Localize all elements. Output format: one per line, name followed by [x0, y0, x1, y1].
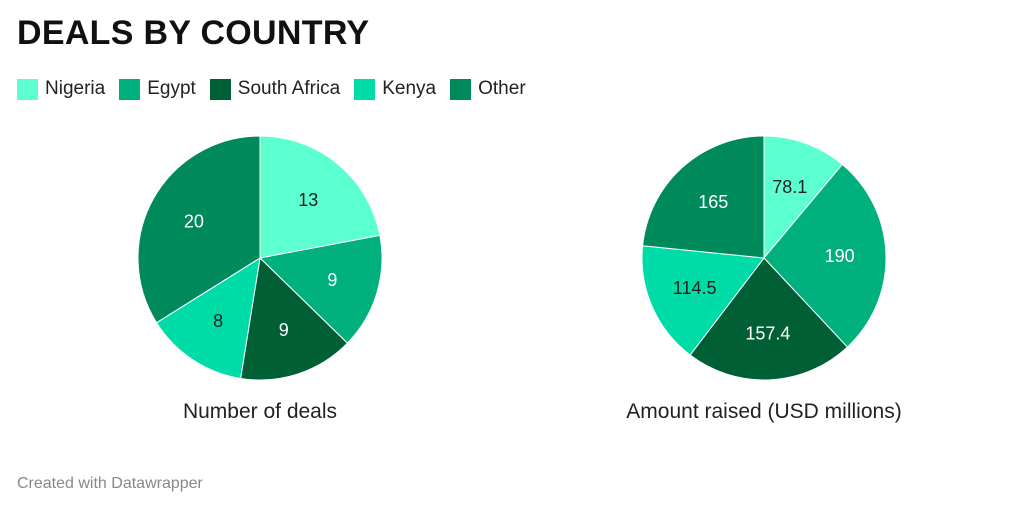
legend-swatch	[17, 78, 38, 100]
pie-slice-other	[137, 135, 261, 324]
chart-title: DEALS BY COUNTRY	[17, 14, 370, 52]
pie-slice-kenya	[641, 245, 765, 356]
legend-item: Egypt	[119, 78, 196, 100]
legend-item: Kenya	[354, 78, 436, 100]
legend-item: Nigeria	[17, 78, 105, 100]
legend-label: Kenya	[382, 78, 437, 99]
legend-label: Nigeria	[45, 78, 106, 99]
legend-item: Other	[450, 78, 526, 100]
pie-slice-egypt	[763, 163, 887, 348]
pie-slice-nigeria	[763, 135, 843, 260]
legend-label: South Africa	[237, 78, 341, 99]
slice-label: 190	[825, 246, 855, 266]
pie-slice-south-africa	[689, 257, 849, 381]
pie-slice-nigeria	[259, 135, 381, 259]
slice-label: 20	[184, 211, 204, 231]
legend-label: Egypt	[147, 78, 196, 99]
legend-label: Other	[478, 78, 526, 99]
legend-swatch	[354, 78, 376, 100]
slice-label: 78.1	[772, 177, 807, 197]
pie-slice-egypt	[258, 234, 383, 344]
legend-swatch	[209, 78, 231, 100]
pie-slice-other	[642, 135, 765, 259]
legend: Nigeria Egypt South Africa Kenya Other	[17, 78, 526, 100]
slice-label: 157.4	[745, 324, 790, 344]
slice-label: 114.5	[673, 278, 717, 298]
pie-slice-south-africa	[240, 256, 349, 381]
legend-swatch	[119, 78, 141, 100]
slice-label: 9	[279, 320, 289, 340]
slice-label: 9	[327, 270, 337, 290]
pie-slice-kenya	[155, 256, 261, 380]
slice-label: 13	[298, 190, 318, 210]
pie-title: Amount raised (USD millions)	[626, 400, 901, 423]
pie-title: Number of deals	[183, 400, 337, 423]
slice-label: 165	[698, 192, 728, 212]
legend-item: South Africa	[209, 78, 341, 100]
slice-label: 8	[213, 311, 223, 331]
legend-swatch	[450, 78, 472, 100]
footer-credit: Created with Datawrapper	[17, 475, 203, 492]
